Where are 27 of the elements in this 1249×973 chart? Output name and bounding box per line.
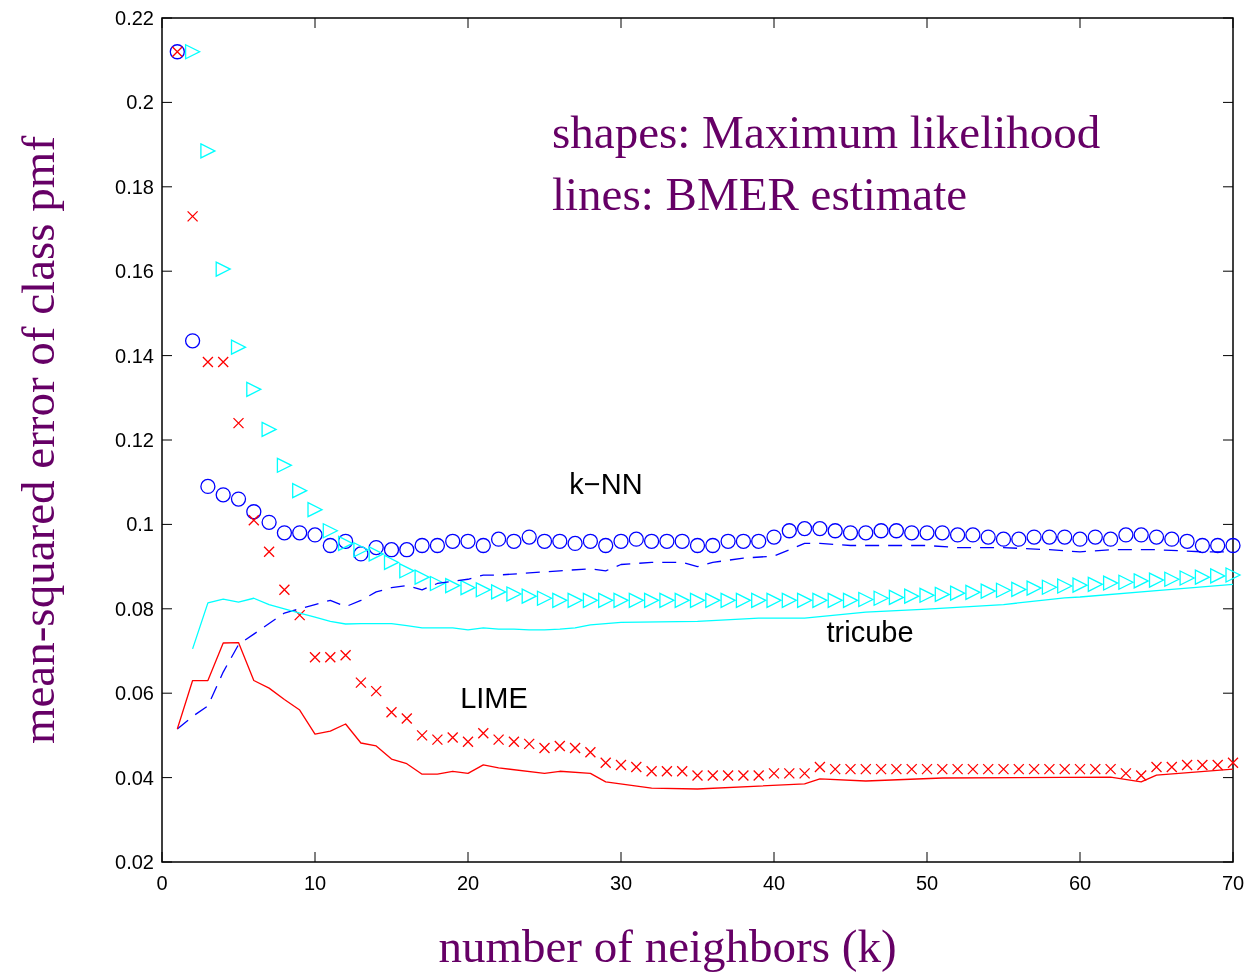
x-tick-label: 0 — [156, 872, 168, 894]
annotation: shapes: Maximum likelihood — [552, 106, 1101, 158]
x-tick-label: 60 — [1068, 872, 1092, 894]
x-tick-label: 70 — [1221, 872, 1245, 894]
y-tick-label: 0.18 — [115, 175, 154, 198]
y-tick-label: 0.12 — [115, 429, 154, 451]
annotation: lines: BMER estimate — [552, 168, 968, 220]
y-tick-label: 0.2 — [126, 91, 154, 114]
x-tick-label: 30 — [609, 872, 633, 894]
x-tick-label: 40 — [762, 872, 786, 894]
y-tick-label: 0.1 — [126, 513, 154, 536]
y-tick-label: 0.08 — [115, 597, 154, 620]
y-tick-label: 0.06 — [115, 682, 154, 705]
annotation: LIME — [460, 682, 528, 714]
y-tick-label: 0.22 — [115, 7, 154, 29]
y-tick-label: 0.04 — [115, 766, 154, 789]
annotation: tricube — [826, 616, 914, 648]
y-tick-label: 0.02 — [115, 851, 154, 873]
x-axis-title: number of neighbors (k) — [438, 920, 897, 972]
annotation: k−NN — [569, 468, 643, 500]
y-axis-title: mean-squared error of class pmf — [12, 135, 64, 745]
x-tick-label: 10 — [303, 872, 327, 894]
x-tick-label: 50 — [915, 872, 939, 894]
x-tick-label: 20 — [456, 872, 480, 894]
y-tick-label: 0.16 — [115, 260, 154, 283]
line-series — [176, 641, 1234, 790]
y-tick-label: 0.14 — [115, 344, 154, 367]
